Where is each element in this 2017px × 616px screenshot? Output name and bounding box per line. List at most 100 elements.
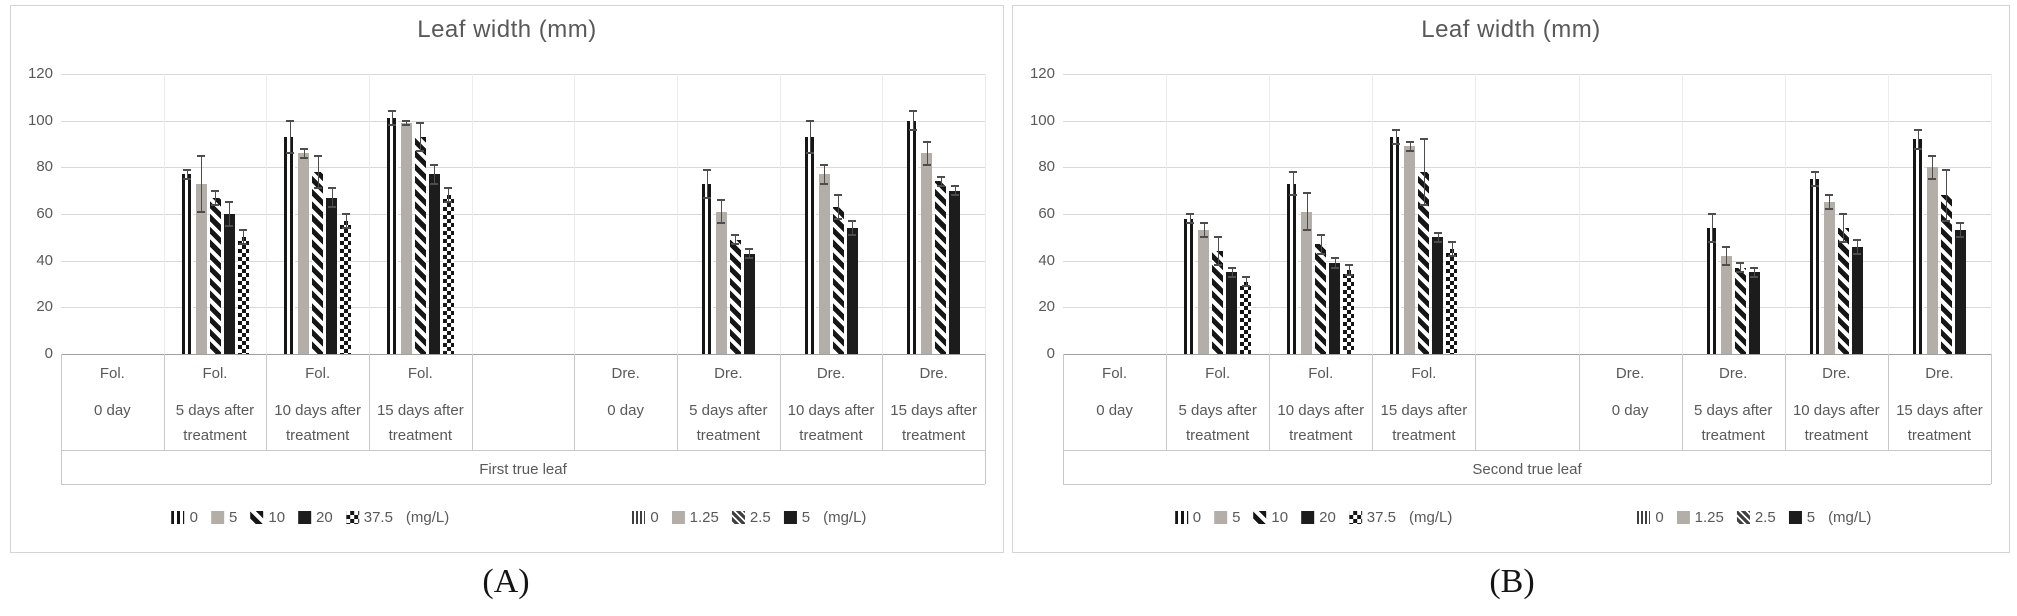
category-label-treatment: treatment: [1185, 427, 1250, 444]
bar-1-25-mg-l: [1926, 167, 1938, 354]
y-axis-tick-label: 100: [27, 111, 53, 129]
category-separator: [61, 354, 62, 450]
category-separator: [574, 354, 576, 450]
error-bar-cap-bottom: [1419, 203, 1428, 206]
bar-1-25-mg-l: [1720, 256, 1732, 354]
error-bar-line: [201, 155, 202, 212]
category-label-treatment: treatment: [901, 427, 966, 444]
error-bar-cap-bottom: [1241, 285, 1250, 288]
error-bar-line: [1203, 223, 1205, 238]
vstripe-swatch-icon: [1174, 511, 1188, 524]
bar-37-5-mg-l: [237, 237, 249, 354]
error-bar-cap-top: [806, 119, 814, 122]
error-bar-cap-top: [197, 154, 205, 157]
error-bar-cap-top: [745, 248, 754, 250]
legend-entry-label: 0: [1655, 509, 1664, 526]
bar-2-5-mg-l: [1734, 267, 1746, 354]
bar-2-5-mg-l: [729, 239, 741, 354]
error-bar-cap-top: [1316, 234, 1325, 236]
category-label-treatment: treatment: [799, 427, 863, 444]
error-bar-cap-top: [444, 187, 453, 190]
gridline-horizontal: [61, 260, 985, 262]
error-bar-cap-top: [1825, 194, 1834, 197]
error-bar-line: [1829, 195, 1831, 210]
gray-swatch-icon: [211, 511, 225, 524]
error-bar-line: [215, 190, 216, 205]
error-bar-line: [1189, 214, 1191, 224]
error-bar-cap-top: [183, 168, 191, 171]
category-label-treatment-type: Fol.: [202, 365, 228, 382]
category-separator: [1063, 354, 1064, 450]
error-bar-cap-bottom: [1736, 271, 1745, 274]
error-bar-cap-bottom: [936, 185, 945, 187]
bar-1-25-mg-l: [1823, 202, 1835, 354]
legend-entry: 0: [632, 509, 659, 526]
bar-0-mg-l: [1184, 218, 1196, 354]
legend-entry-label: 5: [1806, 509, 1816, 526]
error-bar-cap-top: [341, 213, 350, 215]
error-bar-line: [406, 120, 408, 126]
bar-20-mg-l: [1226, 272, 1238, 354]
category-label-days: 5 days after: [689, 402, 768, 419]
gridline-horizontal: [61, 120, 985, 122]
captions-row: (A) (B): [0, 553, 2017, 611]
category-label-treatment: treatment: [1392, 427, 1456, 444]
category-label-treatment-type: Dre.: [1925, 365, 1954, 382]
bar-0-mg-l: [1287, 183, 1299, 354]
error-bar-cap-bottom: [1942, 220, 1951, 222]
error-bar-cap-bottom: [731, 243, 740, 246]
axis-caption-edge-right: [1991, 450, 1992, 484]
error-bar-cap-top: [703, 168, 712, 171]
gridline-vertical: [471, 74, 473, 354]
category-label-treatment: treatment: [183, 427, 247, 444]
bar-5-mg-l: [949, 190, 961, 354]
error-bar-cap-bottom: [1391, 143, 1400, 145]
error-bar-cap-bottom: [1344, 273, 1353, 276]
category-label-treatment-type: Dre.: [816, 365, 846, 382]
category-separator: [1887, 354, 1889, 450]
category-label-treatment: treatment: [696, 427, 761, 444]
gridline-horizontal: [1063, 260, 1991, 262]
bar-0-mg-l: [1809, 179, 1821, 354]
category-separator: [1269, 354, 1271, 450]
error-bar-cap-bottom: [1302, 229, 1311, 232]
bar-5-mg-l: [1301, 211, 1313, 354]
y-axis-tick-label: 100: [1029, 111, 1055, 129]
legend-entry: 37.5: [1348, 509, 1396, 526]
legend-entry: 0: [1174, 509, 1201, 526]
legend-entry: 5: [1788, 509, 1816, 526]
bar-5-mg-l: [846, 228, 858, 354]
category-label-treatment-type: Fol.: [1308, 365, 1334, 382]
y-axis-tick-label: 80: [1038, 158, 1055, 176]
bar-20-mg-l: [223, 214, 235, 354]
gridline-vertical: [1681, 74, 1683, 354]
gridline-vertical: [1887, 74, 1889, 354]
error-bar-line: [1245, 277, 1247, 287]
error-bar-cap-bottom: [1199, 236, 1208, 239]
error-bar-line: [1918, 130, 1920, 149]
error-bar-line: [345, 214, 347, 228]
error-bar-cap-bottom: [717, 222, 726, 225]
category-label-treatment-type: Dre.: [611, 365, 640, 382]
category-label-days: 0 day: [93, 402, 131, 419]
legend-entry-label: 0: [650, 509, 659, 526]
gridline-horizontal: [1063, 74, 1991, 75]
error-bar-cap-bottom: [285, 152, 294, 155]
error-bar-line: [229, 202, 230, 226]
gridline-vertical: [574, 74, 576, 354]
error-bar-cap-bottom: [1330, 266, 1339, 269]
error-bar-line: [912, 111, 914, 130]
gray-swatch-icon: [1676, 511, 1690, 524]
error-bar-cap-top: [1928, 154, 1937, 157]
bar-5-mg-l: [298, 153, 310, 354]
bar-1-25-mg-l: [921, 153, 933, 354]
gridline-vertical: [677, 74, 678, 354]
bar-2-5-mg-l: [935, 181, 947, 354]
error-bar-line: [1946, 169, 1948, 221]
error-bar-cap-top: [1942, 168, 1951, 171]
category-label-treatment-type: Dre.: [1719, 365, 1748, 382]
legend-drench: 0 1.25 2.5 5 (mg/L): [632, 509, 866, 526]
category-label-treatment-type: Fol.: [99, 365, 125, 382]
error-bar-line: [721, 200, 723, 224]
bar-5-mg-l: [1954, 230, 1966, 354]
